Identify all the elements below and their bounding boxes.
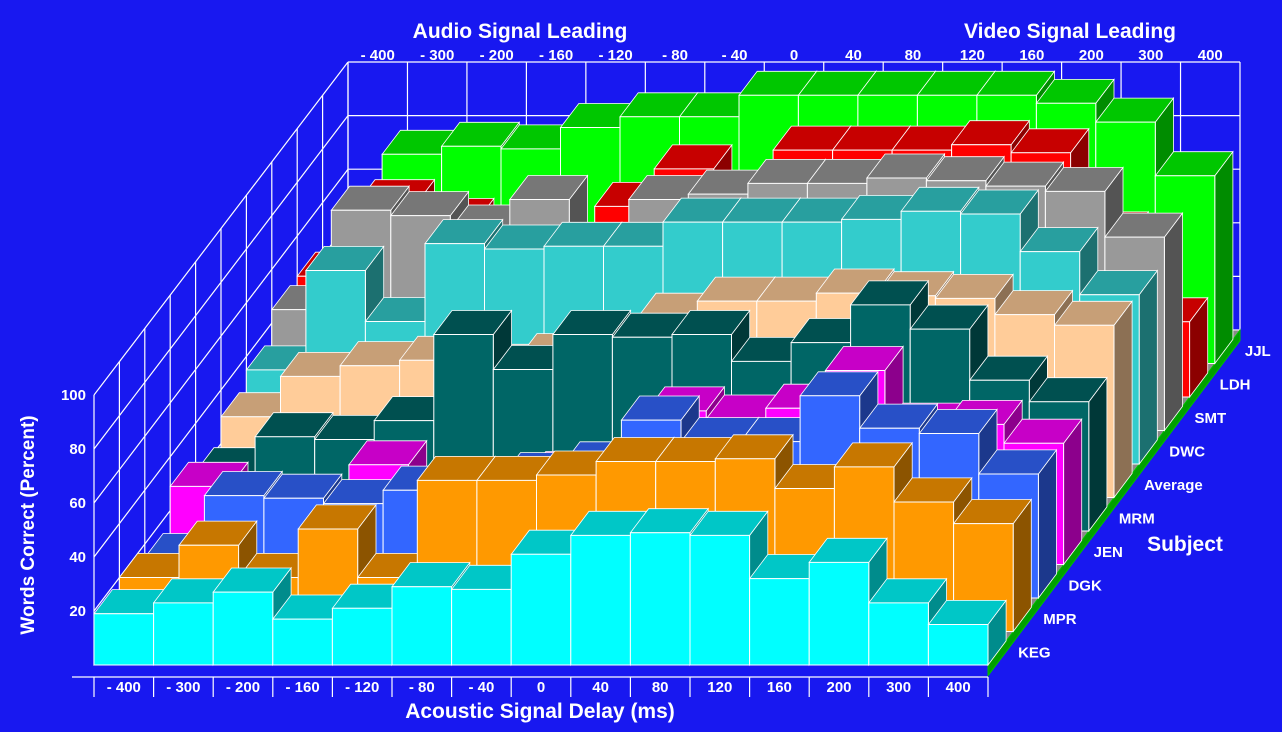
subject-label: LDH: [1220, 377, 1251, 394]
x-top-tick-label: - 200: [480, 47, 514, 64]
x-top-tick-label: - 160: [539, 47, 573, 64]
subject-label: MRM: [1119, 511, 1155, 528]
x-top-tick-label: - 40: [722, 47, 748, 64]
bar-front: [629, 532, 691, 666]
bar-front: [570, 534, 631, 666]
subject-label: DGK: [1068, 578, 1102, 595]
subject-label: KEG: [1018, 645, 1051, 662]
chart-title-right: Video Signal Leading: [964, 20, 1176, 43]
x-tick-label: - 160: [285, 679, 319, 696]
bar-side: [1088, 376, 1108, 533]
bar-front: [868, 602, 929, 666]
y-tick-label: 80: [69, 441, 86, 458]
x-axis-label: Acoustic Signal Delay (ms): [405, 700, 675, 723]
x-tick-label: - 300: [166, 679, 200, 696]
bar-front: [331, 607, 393, 666]
y-tick-label: 20: [69, 603, 86, 620]
subject-label: JEN: [1094, 544, 1123, 561]
bar-front: [689, 534, 751, 666]
chart-title-left: Audio Signal Leading: [413, 20, 628, 43]
bar-front: [927, 624, 989, 666]
subject-label: SMT: [1194, 410, 1226, 427]
bar-front: [749, 578, 810, 666]
x-top-tick-label: 300: [1138, 47, 1163, 64]
bar-front: [212, 591, 274, 666]
labels: - 400- 300- 200- 160- 120- 80- 40 0 40 80 12…: [61, 47, 1271, 697]
x-tick-label: 300: [886, 679, 911, 696]
x-top-tick-label: 200: [1079, 47, 1104, 64]
x-tick-label: - 200: [226, 679, 260, 696]
bar-side: [1063, 418, 1083, 566]
x-top-tick-label: - 120: [598, 47, 632, 64]
bar-KEG-13: [867, 577, 948, 667]
bar-front: [272, 618, 333, 666]
x-top-tick-label: - 300: [420, 47, 454, 64]
x-tick-label: - 40: [468, 679, 494, 696]
x-tick-label: 400: [946, 679, 971, 696]
y-tick-label: 40: [69, 549, 86, 566]
y-tick-label: 100: [61, 387, 86, 404]
x-top-tick-label: 0: [790, 47, 798, 64]
bar-side: [1113, 300, 1133, 499]
x-top-tick-label: 80: [905, 47, 922, 64]
z-axis-label: Subject: [1147, 533, 1223, 556]
y-axis-label: Words Correct (Percent): [18, 415, 39, 634]
x-top-tick-label: 120: [960, 47, 985, 64]
x-top-tick-label: 160: [1019, 47, 1044, 64]
subject-label: JJL: [1245, 343, 1271, 360]
x-tick-label: - 400: [107, 679, 141, 696]
bar-front: [93, 613, 155, 666]
bar-front: [153, 602, 214, 666]
bars: [93, 70, 1234, 667]
bar-front: [451, 588, 512, 666]
x-tick-label: 0: [537, 679, 545, 696]
x-top-tick-label: 40: [845, 47, 862, 64]
x-tick-label: - 120: [345, 679, 379, 696]
x-tick-label: 80: [652, 679, 669, 696]
y-tick-label: 60: [69, 495, 86, 512]
x-tick-label: 200: [826, 679, 851, 696]
bar-front: [808, 561, 870, 666]
x-tick-label: 120: [707, 679, 732, 696]
x-top-tick-label: 400: [1198, 47, 1223, 64]
bar-front: [391, 586, 453, 666]
bar-side: [1214, 150, 1234, 365]
subject-label: Average: [1144, 477, 1203, 494]
x-tick-label: 160: [767, 679, 792, 696]
x-top-tick-label: - 80: [662, 47, 688, 64]
bar-side: [1038, 448, 1057, 600]
subject-label: MPR: [1043, 611, 1077, 628]
subject-label: DWC: [1169, 444, 1205, 461]
bar-KEG-14: [927, 599, 1007, 667]
bar-side: [1138, 269, 1158, 466]
bar-side: [1164, 211, 1183, 432]
x-top-tick-label: - 400: [361, 47, 395, 64]
bar-front: [510, 553, 572, 666]
x-tick-label: - 80: [409, 679, 435, 696]
x-tick-label: 40: [592, 679, 609, 696]
